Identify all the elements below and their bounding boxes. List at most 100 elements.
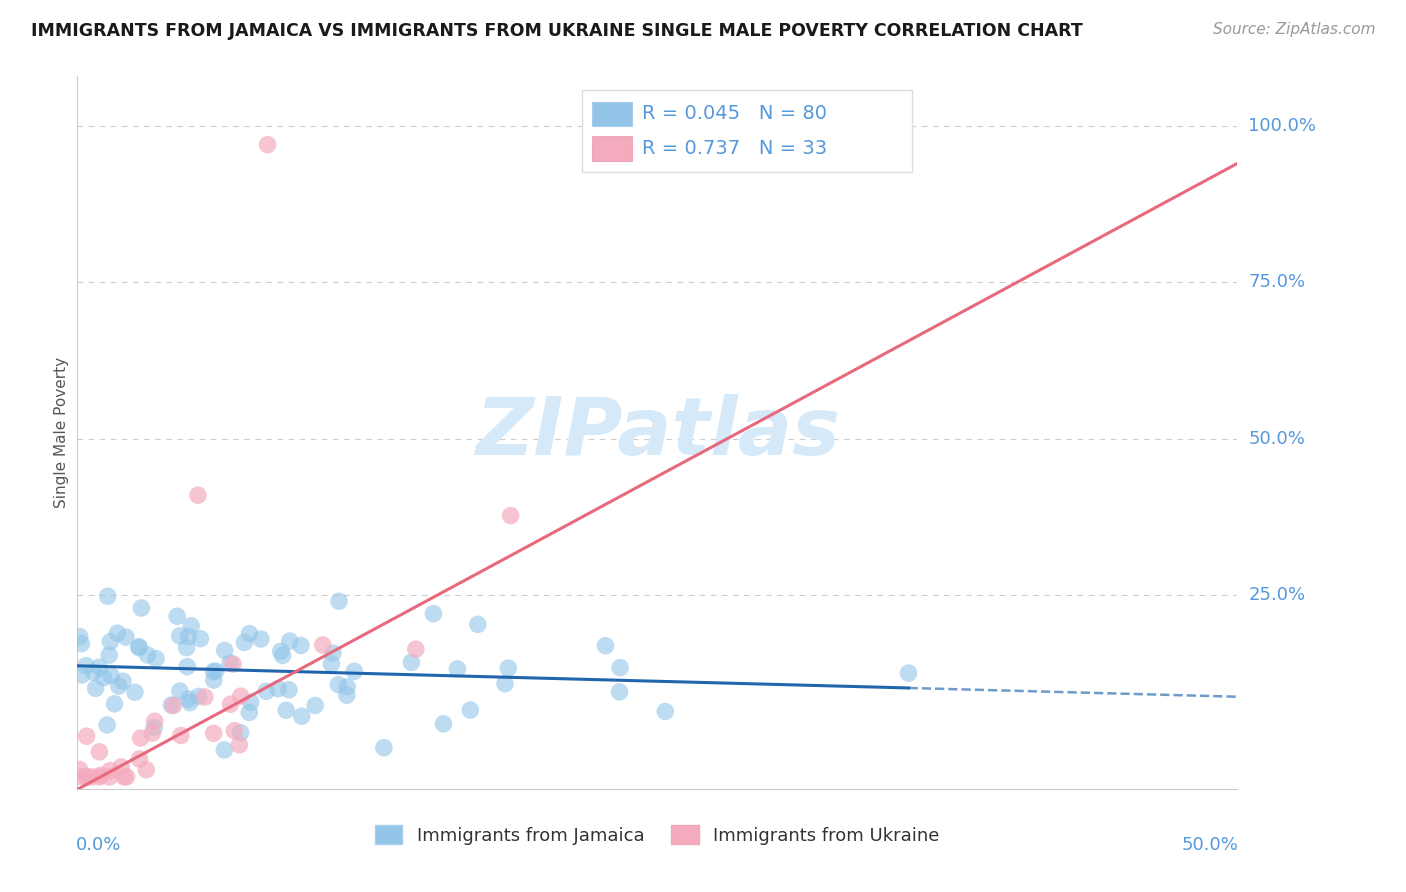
Point	[176, 659, 198, 673]
Point	[160, 698, 183, 712]
Point	[219, 656, 242, 670]
Point	[405, 642, 427, 657]
Point	[76, 770, 98, 784]
Point	[373, 740, 395, 755]
Point	[128, 752, 150, 766]
Point	[202, 726, 225, 740]
Point	[83, 665, 105, 680]
Point	[143, 714, 166, 729]
Point	[432, 716, 454, 731]
Point	[204, 664, 226, 678]
Point	[98, 764, 121, 778]
Point	[103, 697, 125, 711]
Point	[270, 644, 292, 658]
Point	[179, 696, 201, 710]
Point	[219, 697, 242, 711]
Point	[249, 632, 271, 646]
Point	[321, 657, 343, 671]
Point	[609, 660, 631, 674]
Point	[112, 770, 135, 784]
Text: 0.0%: 0.0%	[76, 836, 121, 854]
Text: 25.0%: 25.0%	[1249, 586, 1306, 605]
Point	[80, 770, 103, 784]
Text: R = 0.737   N = 33: R = 0.737 N = 33	[643, 139, 827, 158]
Point	[89, 745, 111, 759]
Point	[115, 630, 138, 644]
Point	[494, 676, 516, 690]
Point	[108, 679, 131, 693]
Point	[111, 674, 134, 689]
Point	[96, 718, 118, 732]
Point	[229, 689, 252, 703]
Point	[128, 640, 150, 655]
Point	[176, 640, 198, 655]
Point	[267, 681, 290, 696]
Point	[90, 768, 112, 782]
Point	[190, 632, 212, 646]
FancyBboxPatch shape	[582, 90, 912, 172]
Text: ZIPatlas: ZIPatlas	[475, 393, 839, 472]
Point	[422, 607, 444, 621]
Point	[97, 589, 120, 603]
Point	[69, 630, 91, 644]
Point	[93, 671, 115, 685]
Point	[254, 684, 277, 698]
Point	[304, 698, 326, 713]
Legend: Immigrants from Jamaica, Immigrants from Ukraine: Immigrants from Jamaica, Immigrants from…	[368, 818, 946, 852]
Point	[100, 669, 122, 683]
Point	[460, 703, 482, 717]
Y-axis label: Single Male Poverty: Single Male Poverty	[53, 357, 69, 508]
Point	[238, 706, 260, 720]
Point	[75, 770, 97, 784]
Point	[180, 618, 202, 632]
Point	[115, 770, 138, 784]
Point	[135, 763, 157, 777]
Text: 50.0%: 50.0%	[1249, 430, 1305, 448]
Point	[187, 488, 209, 502]
Point	[177, 692, 200, 706]
Point	[897, 666, 920, 681]
Point	[177, 630, 200, 644]
Point	[256, 137, 278, 152]
Point	[110, 760, 132, 774]
Point	[107, 626, 129, 640]
Point	[136, 648, 159, 662]
Point	[69, 763, 91, 777]
Point	[609, 685, 631, 699]
Point	[124, 685, 146, 699]
Point	[328, 594, 350, 608]
Point	[162, 698, 184, 713]
Point	[145, 651, 167, 665]
Point	[170, 729, 193, 743]
FancyBboxPatch shape	[592, 136, 631, 161]
Point	[239, 695, 262, 709]
Text: 50.0%: 50.0%	[1181, 836, 1239, 854]
Point	[401, 656, 423, 670]
Point	[202, 673, 225, 687]
Point	[214, 643, 236, 657]
Point	[277, 682, 299, 697]
Point	[166, 609, 188, 624]
Point	[278, 634, 301, 648]
Point	[70, 668, 93, 682]
Text: 100.0%: 100.0%	[1249, 117, 1316, 135]
Text: 75.0%: 75.0%	[1249, 273, 1306, 292]
Point	[343, 665, 366, 679]
Point	[222, 657, 245, 672]
Point	[446, 662, 468, 676]
Point	[467, 617, 489, 632]
Point	[194, 690, 217, 704]
Point	[336, 688, 359, 702]
Point	[228, 738, 250, 752]
Point	[98, 648, 121, 663]
Point	[89, 660, 111, 674]
Point	[129, 731, 152, 745]
Point	[84, 681, 107, 696]
Point	[336, 680, 359, 694]
Point	[498, 661, 520, 675]
Point	[322, 646, 344, 660]
Point	[202, 665, 225, 679]
Point	[70, 770, 93, 784]
Point	[595, 639, 617, 653]
Point	[76, 729, 98, 743]
